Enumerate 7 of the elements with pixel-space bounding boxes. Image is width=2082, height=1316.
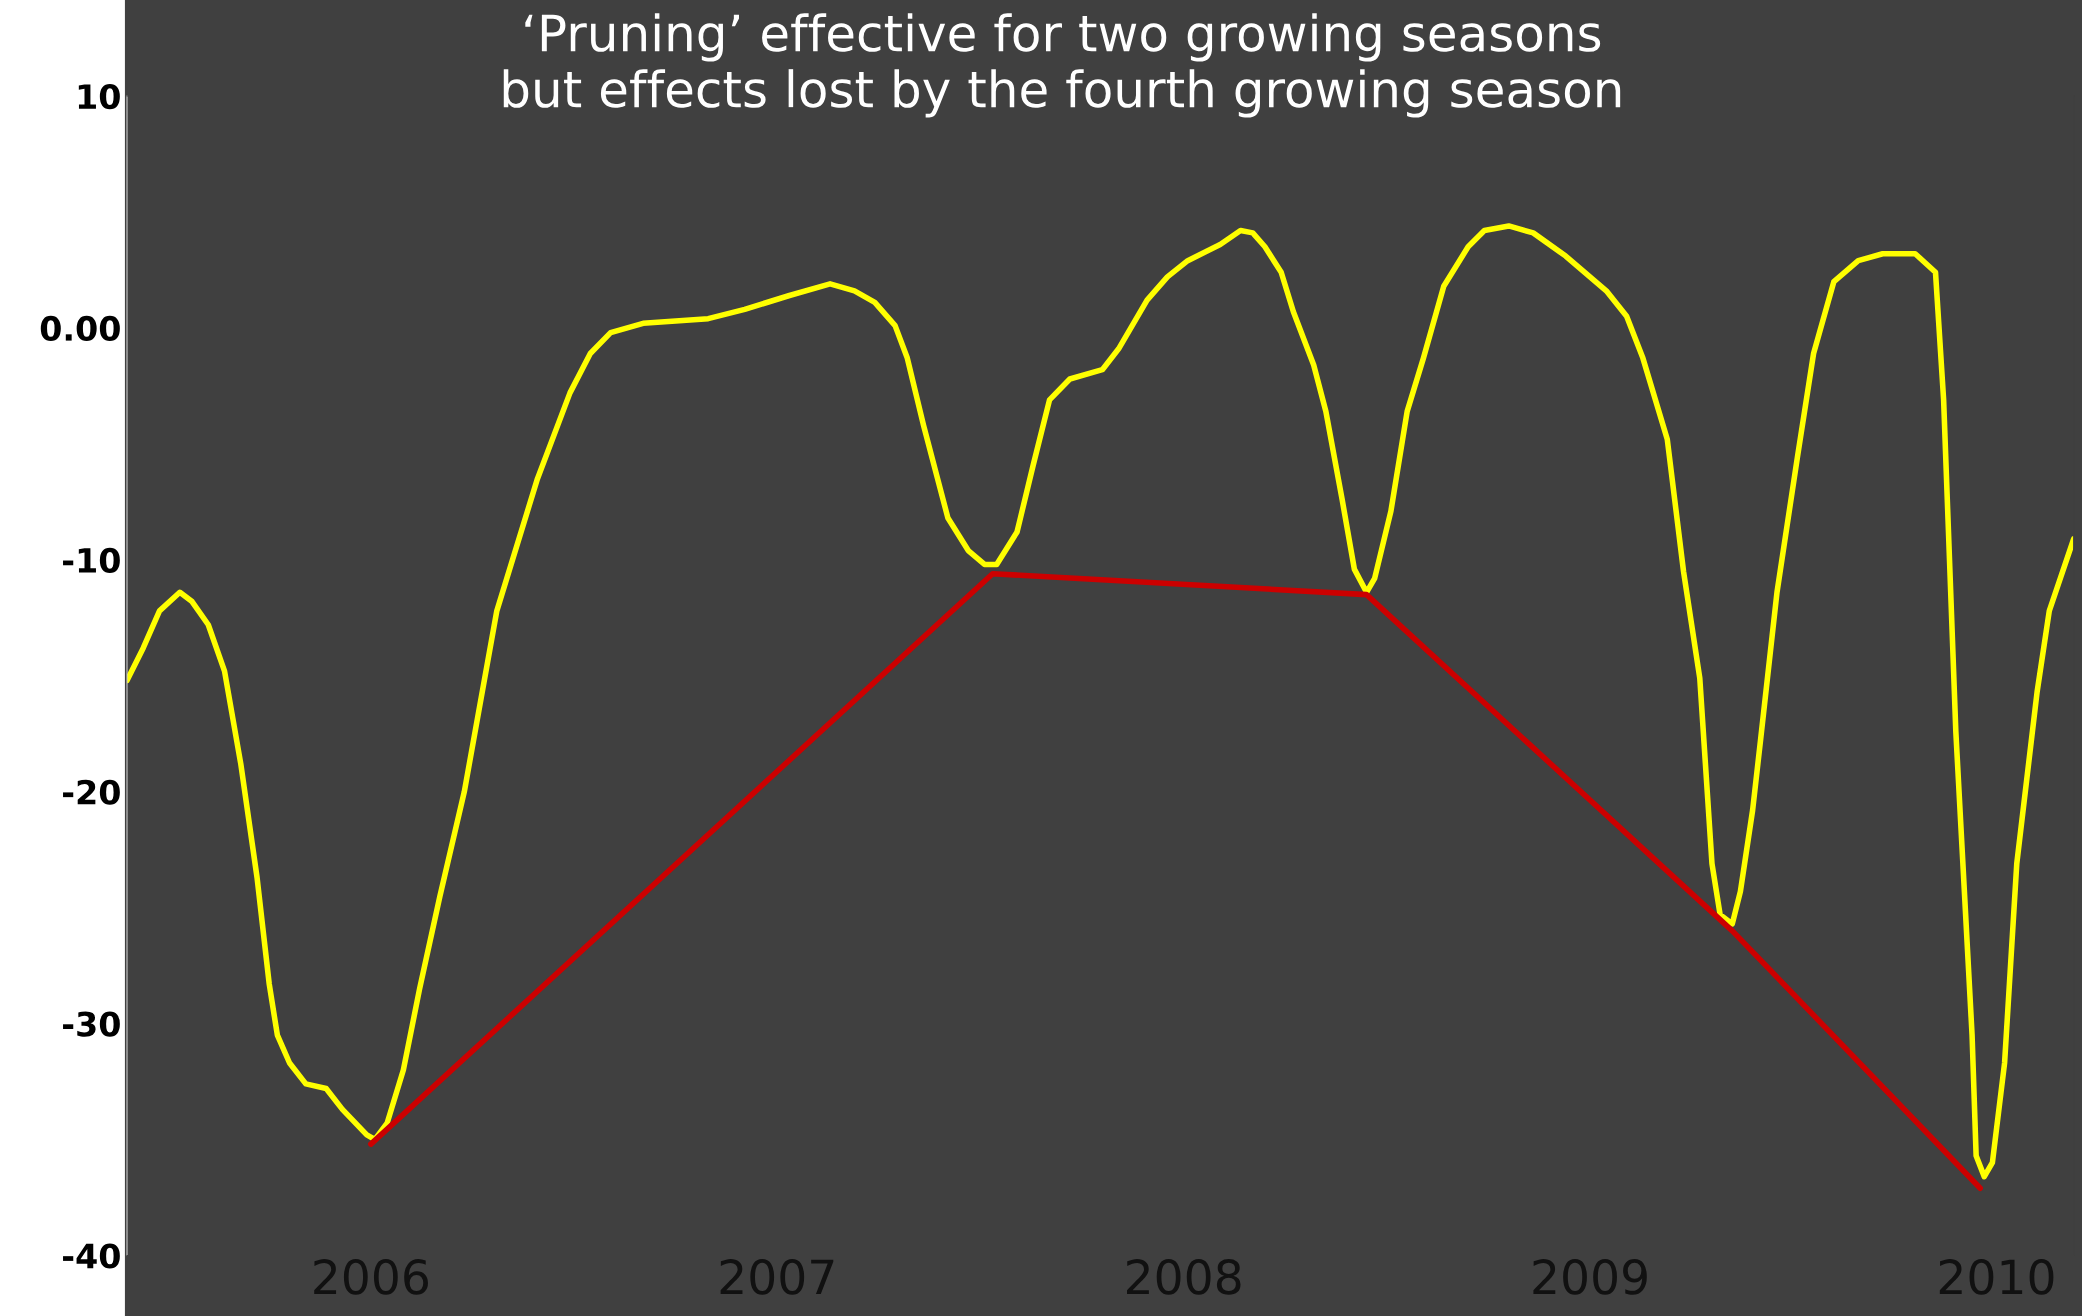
y-tick-label: -10 xyxy=(63,547,120,573)
y-tick-label: -20 xyxy=(63,779,120,805)
y-tick-label: 0.00 xyxy=(40,315,120,342)
y-tick-label: 10 xyxy=(78,83,120,110)
y-tick-label: -30 xyxy=(63,1011,120,1037)
chart-title: ‘Pruning’ effective for two growing seasons but effects lost by the fourth growing season xyxy=(503,13,1621,118)
y-tick-label: -40 xyxy=(63,1243,120,1269)
